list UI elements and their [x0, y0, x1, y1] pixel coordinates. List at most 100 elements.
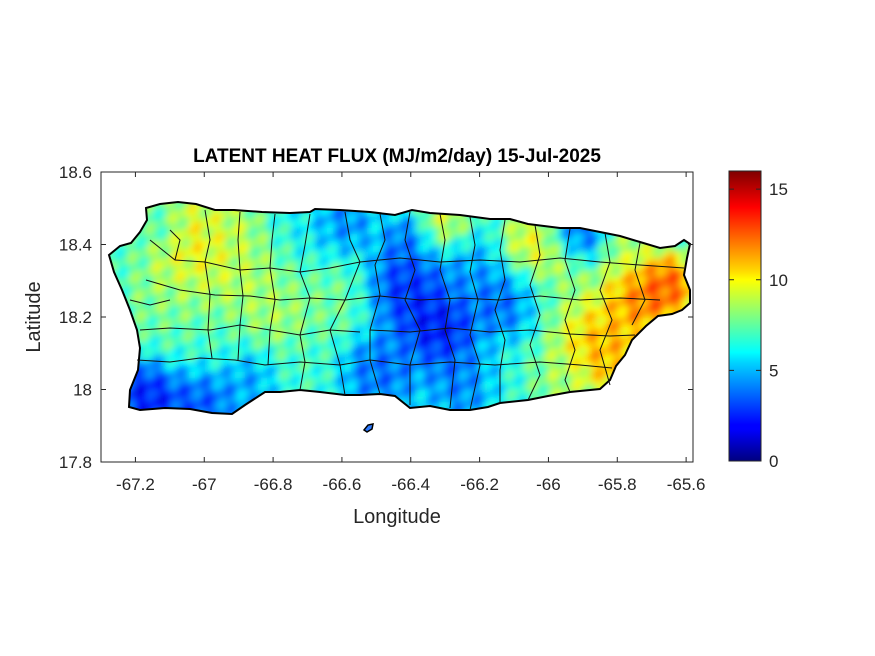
heatmap-cell [213, 342, 220, 349]
heatmap-cell [447, 288, 454, 295]
heatmap-cell [159, 300, 166, 307]
heatmap-cell [429, 390, 436, 397]
heatmap-cell [537, 246, 544, 253]
heatmap-cell [363, 210, 370, 217]
heatmap-cell [183, 216, 190, 223]
heatmap-cell [153, 258, 160, 265]
heatmap-cell [291, 234, 298, 241]
heatmap-cell [261, 288, 268, 295]
heatmap-cell [519, 246, 526, 253]
heatmap-cell [639, 252, 646, 259]
heatmap-cell [255, 390, 262, 397]
heatmap-cell [447, 336, 454, 343]
heatmap-cell [309, 312, 316, 319]
heatmap-cell [615, 336, 622, 343]
heatmap-cell [255, 270, 262, 277]
heatmap-cell [435, 396, 442, 403]
heatmap-cell [429, 234, 436, 241]
heatmap-cell [477, 360, 484, 367]
heatmap-cell [207, 246, 214, 253]
heatmap-cell [291, 240, 298, 247]
heatmap-cell [177, 300, 184, 307]
heatmap-cell [219, 210, 226, 217]
heatmap-cell [309, 306, 316, 313]
heatmap-cell [627, 252, 634, 259]
heatmap-cell [351, 330, 358, 337]
heatmap-cell [543, 246, 550, 253]
heatmap-cell [603, 342, 610, 349]
heatmap-cell [339, 288, 346, 295]
heatmap-cell [141, 240, 148, 247]
heatmap-cell [447, 312, 454, 319]
heatmap-cell [519, 396, 526, 403]
heatmap-cell [495, 330, 502, 337]
heatmap-cell [297, 360, 304, 367]
heatmap-cell [579, 366, 586, 373]
heatmap-cell [189, 204, 196, 211]
heatmap-cell [405, 360, 412, 367]
heatmap-cell [441, 306, 448, 313]
heatmap-cell [405, 258, 412, 265]
heatmap-cell [165, 210, 172, 217]
heatmap-cell [147, 384, 154, 391]
heatmap-cell [495, 246, 502, 253]
heatmap-cell [309, 366, 316, 373]
heatmap-cell [291, 330, 298, 337]
heatmap-cell [579, 348, 586, 355]
heatmap-cell [339, 306, 346, 313]
heatmap-cell [249, 342, 256, 349]
heatmap-cell [531, 318, 538, 325]
heatmap-cell [513, 246, 520, 253]
heatmap-cell [543, 354, 550, 361]
heatmap-cell [333, 210, 340, 217]
heatmap-cell [387, 366, 394, 373]
heatmap-cell [627, 294, 634, 301]
heatmap-cell [693, 372, 700, 379]
heatmap-cell [465, 396, 472, 403]
heatmap-cell [153, 324, 160, 331]
heatmap-cell [675, 306, 682, 313]
heatmap-cell [669, 252, 676, 259]
heatmap-cell [351, 234, 358, 241]
y-tick-label: 18.4 [59, 236, 92, 255]
heatmap-cell [459, 288, 466, 295]
heatmap-cell [177, 258, 184, 265]
heatmap-cell [237, 402, 244, 409]
heatmap-cell [639, 306, 646, 313]
heatmap-cell [531, 312, 538, 319]
heatmap-cell [339, 234, 346, 241]
heatmap-cell [459, 294, 466, 301]
heatmap-cell [561, 306, 568, 313]
heatmap-cell [417, 384, 424, 391]
heatmap-cell [441, 396, 448, 403]
heatmap-cell [489, 360, 496, 367]
heatmap-cell [513, 276, 520, 283]
heatmap-cell [255, 348, 262, 355]
heatmap-cell [381, 348, 388, 355]
heatmap-cell [489, 294, 496, 301]
heatmap-cell [513, 318, 520, 325]
heatmap-cell [219, 336, 226, 343]
heatmap-cell [441, 252, 448, 259]
heatmap-cell [153, 402, 160, 409]
heatmap-cell [483, 312, 490, 319]
heatmap-cell [633, 330, 640, 337]
heatmap-cell [213, 246, 220, 253]
heatmap-cell [141, 252, 148, 259]
heatmap-cell [129, 252, 136, 259]
heatmap-cell [201, 252, 208, 259]
heatmap-cell [237, 222, 244, 229]
heatmap-cell [447, 318, 454, 325]
heatmap-cell [345, 384, 352, 391]
heatmap-cell [573, 366, 580, 373]
heatmap-cell [501, 276, 508, 283]
heatmap-cell [459, 324, 466, 331]
heatmap-cell [693, 288, 700, 295]
heatmap-cell [159, 240, 166, 247]
heatmap-cell [567, 354, 574, 361]
heatmap-cell [495, 306, 502, 313]
heatmap-cell [597, 372, 604, 379]
heatmap-cell [285, 324, 292, 331]
heatmap-cell [201, 288, 208, 295]
heatmap-cell [525, 324, 532, 331]
